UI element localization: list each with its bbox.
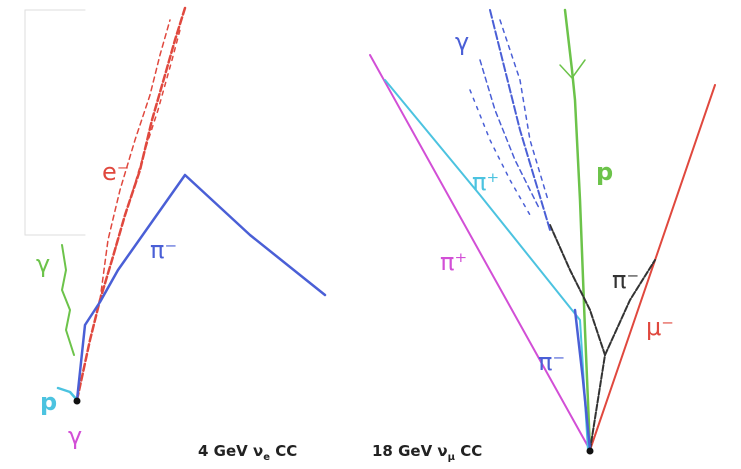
pion-track bbox=[77, 175, 325, 400]
caption: 4 GeV νe CC bbox=[198, 442, 297, 463]
gamma-track bbox=[62, 245, 74, 355]
vertex bbox=[74, 398, 81, 405]
muon-track bbox=[590, 85, 715, 450]
label-electron: e⁻ bbox=[102, 158, 129, 186]
label-pion-minus: π⁻ bbox=[612, 266, 639, 294]
caption-tail: CC bbox=[455, 442, 482, 460]
caption-main: 4 GeV ν bbox=[198, 442, 263, 460]
right-tracks bbox=[370, 10, 715, 455]
proton-track bbox=[565, 10, 590, 450]
gamma-shower bbox=[470, 90, 530, 215]
label-gamma: γ bbox=[36, 250, 50, 278]
label-muon: μ⁻ bbox=[646, 313, 674, 341]
label-pion-minus: π⁻ bbox=[538, 348, 565, 376]
proton-track bbox=[58, 388, 77, 400]
label-pion: π⁻ bbox=[150, 236, 177, 264]
label-pion-plus: π⁺ bbox=[440, 248, 467, 276]
pion-plus-track bbox=[370, 55, 590, 450]
event-display: e⁻ π⁻ γ p γ 4 GeV νe CC γ π⁺ π⁺ p π⁻ μ⁻ … bbox=[0, 0, 741, 469]
left-tracks bbox=[58, 8, 325, 405]
label-gamma: γ bbox=[455, 28, 469, 56]
label-proton: p bbox=[40, 388, 57, 416]
vertex bbox=[587, 448, 594, 455]
caption-main: 18 GeV ν bbox=[372, 442, 448, 460]
label-gamma: γ bbox=[68, 422, 82, 450]
caption-tail: CC bbox=[270, 442, 297, 460]
label-proton: p bbox=[596, 158, 613, 186]
label-pion-plus: π⁺ bbox=[472, 168, 499, 196]
electron-shower bbox=[77, 8, 185, 400]
caption: 18 GeV νμ CC bbox=[372, 442, 482, 463]
